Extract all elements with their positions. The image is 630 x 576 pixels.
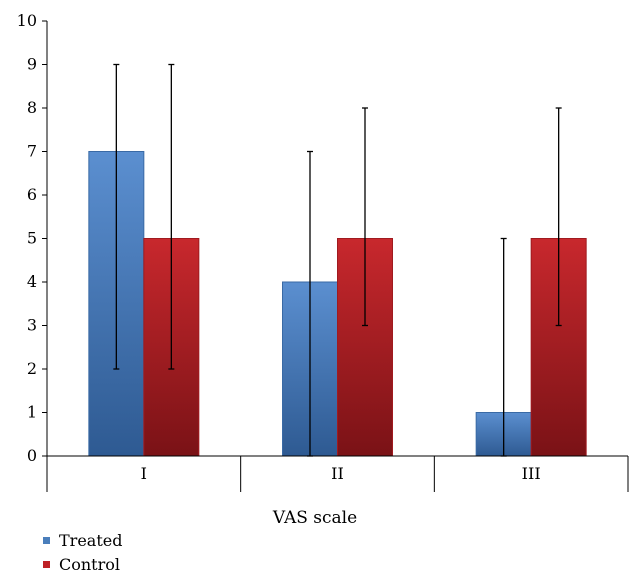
y-tick-label: 7 [27,142,37,161]
y-tick-label: 10 [17,11,37,30]
y-tick-label: 9 [27,55,37,74]
legend-swatch-treated [43,536,50,544]
legend-label-treated: Treated [59,530,123,550]
legend-label-control: Control [59,554,121,574]
y-tick-label: 4 [27,272,37,291]
x-tick-label: III [522,464,541,483]
y-tick-label: 1 [27,403,37,422]
legend-item-control: Control [43,552,122,576]
y-tick-label: 5 [27,229,37,248]
legend-item-treated: Treated [43,528,122,552]
y-tick-label: 0 [27,446,37,465]
y-tick-label: 6 [27,185,37,204]
y-tick-label: 3 [27,316,37,335]
legend: Treated Control [43,528,122,576]
x-axis-label: VAS scale [272,508,358,528]
legend-swatch-control [43,560,50,568]
y-tick-label: 8 [27,98,37,117]
x-tick-label: II [331,464,344,483]
y-tick-label: 2 [27,359,37,378]
x-tick-label: I [141,464,147,483]
